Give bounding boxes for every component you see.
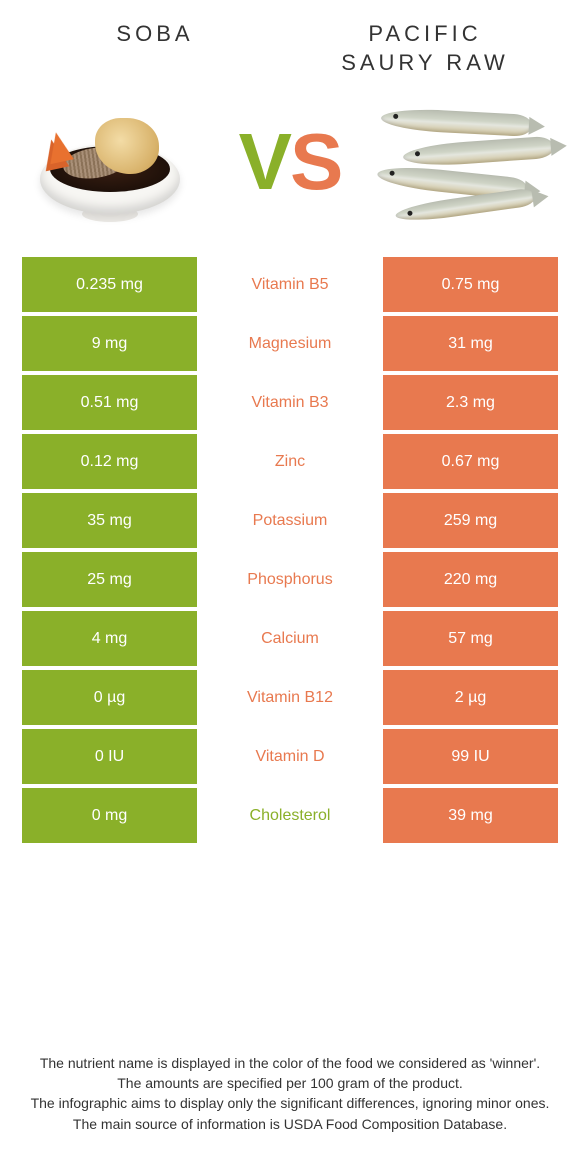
- vs-s: S: [290, 117, 341, 206]
- footer-line-3: The infographic aims to display only the…: [30, 1093, 550, 1113]
- table-row: 0 µgVitamin B122 µg: [22, 670, 558, 725]
- table-row: 35 mgPotassium259 mg: [22, 493, 558, 548]
- table-row: 9 mgMagnesium31 mg: [22, 316, 558, 371]
- cell-right-value: 2 µg: [383, 670, 558, 725]
- cell-right-value: 0.75 mg: [383, 257, 558, 312]
- images-row: VS: [0, 77, 580, 257]
- table-row: 4 mgCalcium57 mg: [22, 611, 558, 666]
- cell-nutrient-name: Potassium: [197, 493, 383, 548]
- cell-right-value: 57 mg: [383, 611, 558, 666]
- cell-nutrient-name: Vitamin B3: [197, 375, 383, 430]
- header-left: SOBA: [20, 20, 290, 49]
- cell-left-value: 0.51 mg: [22, 375, 197, 430]
- cell-right-value: 2.3 mg: [383, 375, 558, 430]
- cell-nutrient-name: Vitamin B5: [197, 257, 383, 312]
- food-image-left: [25, 92, 195, 232]
- title-right: PACIFIC SAURY RAW: [290, 20, 560, 77]
- footer: The nutrient name is displayed in the co…: [30, 1053, 550, 1134]
- table-row: 0 mgCholesterol39 mg: [22, 788, 558, 843]
- table-row: 0.51 mgVitamin B32.3 mg: [22, 375, 558, 430]
- cell-nutrient-name: Zinc: [197, 434, 383, 489]
- cell-right-value: 39 mg: [383, 788, 558, 843]
- vs-v: V: [239, 117, 290, 206]
- cell-left-value: 0.12 mg: [22, 434, 197, 489]
- cell-left-value: 9 mg: [22, 316, 197, 371]
- footer-line-2: The amounts are specified per 100 gram o…: [30, 1073, 550, 1093]
- cell-left-value: 0 IU: [22, 729, 197, 784]
- cell-nutrient-name: Vitamin B12: [197, 670, 383, 725]
- cell-nutrient-name: Vitamin D: [197, 729, 383, 784]
- cell-left-value: 0 mg: [22, 788, 197, 843]
- cell-right-value: 220 mg: [383, 552, 558, 607]
- header: SOBA PACIFIC SAURY RAW: [0, 0, 580, 77]
- cell-left-value: 0 µg: [22, 670, 197, 725]
- cell-nutrient-name: Cholesterol: [197, 788, 383, 843]
- cell-left-value: 4 mg: [22, 611, 197, 666]
- table-row: 25 mgPhosphorus220 mg: [22, 552, 558, 607]
- table-row: 0.12 mgZinc0.67 mg: [22, 434, 558, 489]
- title-left: SOBA: [20, 20, 290, 49]
- cell-right-value: 99 IU: [383, 729, 558, 784]
- cell-right-value: 0.67 mg: [383, 434, 558, 489]
- footer-line-1: The nutrient name is displayed in the co…: [30, 1053, 550, 1073]
- cell-nutrient-name: Magnesium: [197, 316, 383, 371]
- food-image-right: [385, 92, 555, 232]
- cell-nutrient-name: Phosphorus: [197, 552, 383, 607]
- header-right: PACIFIC SAURY RAW: [290, 20, 560, 77]
- soba-bowl-icon: [35, 102, 185, 222]
- cell-nutrient-name: Calcium: [197, 611, 383, 666]
- cell-right-value: 259 mg: [383, 493, 558, 548]
- footer-line-4: The main source of information is USDA F…: [30, 1114, 550, 1134]
- comparison-table: 0.235 mgVitamin B50.75 mg9 mgMagnesium31…: [22, 257, 558, 843]
- fish-icon: [385, 97, 555, 227]
- cell-left-value: 0.235 mg: [22, 257, 197, 312]
- table-row: 0 IUVitamin D99 IU: [22, 729, 558, 784]
- cell-right-value: 31 mg: [383, 316, 558, 371]
- table-row: 0.235 mgVitamin B50.75 mg: [22, 257, 558, 312]
- vs-label: VS: [239, 122, 342, 202]
- cell-left-value: 25 mg: [22, 552, 197, 607]
- cell-left-value: 35 mg: [22, 493, 197, 548]
